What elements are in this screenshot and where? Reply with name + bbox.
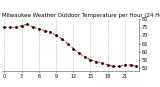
Text: Milwaukee Weather Outdoor Temperature per Hour (24 Hours): Milwaukee Weather Outdoor Temperature pe… xyxy=(2,13,160,18)
